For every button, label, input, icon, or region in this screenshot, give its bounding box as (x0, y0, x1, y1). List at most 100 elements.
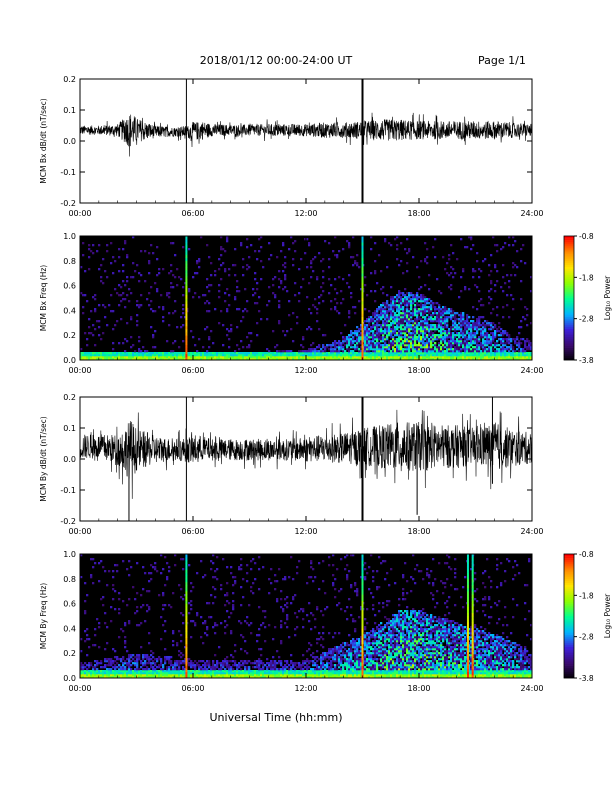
spectrogram-cell (394, 304, 397, 307)
spectrogram-cell (416, 338, 419, 341)
spectrogram-cell (314, 656, 317, 659)
spectrogram-cell (468, 338, 471, 341)
spectrogram-cell (508, 350, 511, 353)
spectrogram-cell (206, 310, 209, 313)
spectrogram-cell (118, 352, 121, 355)
spectrogram-cell (454, 324, 457, 327)
spectrogram-cell (158, 670, 161, 673)
spectrogram-cell (494, 330, 497, 333)
spectrogram-cell (144, 572, 147, 575)
spectrogram-cell (198, 664, 201, 667)
spectrogram-cell (386, 294, 389, 297)
spectrogram-cell (358, 336, 361, 339)
spectrogram-cell (84, 630, 87, 633)
spectrogram-cell (420, 330, 423, 333)
spectrogram-cell (460, 342, 463, 345)
spectrogram-cell (516, 250, 519, 253)
spectrogram-cell (120, 658, 123, 661)
spectrogram-cell (318, 352, 321, 355)
spectrogram-cell (172, 670, 175, 673)
spectrogram-cell (324, 672, 327, 675)
spectrogram-cell (150, 572, 153, 575)
spectrogram-cell (330, 668, 333, 671)
spectrogram-cell (162, 316, 165, 319)
spectrogram-cell (386, 346, 389, 349)
spectrogram-cell (328, 666, 331, 669)
spectrogram-cell (234, 662, 237, 665)
spectrogram-cell (244, 670, 247, 673)
spectrogram-cell (220, 248, 223, 251)
spectrogram-cell (152, 656, 155, 659)
spectrogram-cell (280, 660, 283, 663)
spectrogram-cell (466, 338, 469, 341)
spectrogram-cell (442, 356, 445, 359)
spectrogram-cell (422, 354, 425, 357)
spectrogram-cell (324, 668, 327, 671)
spectrogram-cell (382, 314, 385, 317)
spectrogram-cell (460, 332, 463, 335)
spectrogram-cell (376, 346, 379, 349)
spectrogram-cell (190, 674, 193, 677)
spectrogram-cell (260, 660, 263, 663)
spectrogram-cell (424, 356, 427, 359)
spectrogram-cell (372, 354, 375, 357)
spectrogram-cell (258, 676, 261, 679)
spectrogram-cell (448, 254, 451, 257)
spectrogram-cell (302, 338, 305, 341)
spectrogram-cell (174, 664, 177, 667)
spectrogram-cell (384, 318, 387, 321)
spectrogram-cell (130, 668, 133, 671)
spectrogram-cell (478, 346, 481, 349)
spectrogram-cell (284, 676, 287, 679)
spectrogram-cell (250, 358, 253, 361)
spectrogram-cell (148, 272, 151, 275)
spectrogram-cell (326, 664, 329, 667)
x-tick-label: 00:00 (68, 366, 91, 375)
spectrogram-cell (336, 358, 339, 361)
spectrogram-cell (240, 634, 243, 637)
spectrogram-cell (488, 340, 491, 343)
spectrogram-cell (380, 340, 383, 343)
spectrogram-cell (98, 320, 101, 323)
spectrogram-cell (392, 348, 395, 351)
spectrogram-cell (286, 614, 289, 617)
spectrogram-cell (418, 310, 421, 313)
spectrogram-cell (108, 668, 111, 671)
spectrogram-cell (306, 668, 309, 671)
spectrogram-cell (222, 354, 225, 357)
spectrogram-cell (130, 354, 133, 357)
spectrogram-cell (520, 348, 523, 351)
spectrogram-cell (438, 338, 441, 341)
spectrogram-cell (324, 656, 327, 659)
spectrogram-cell (530, 346, 533, 349)
spectrogram-cell (456, 318, 459, 321)
spectrogram-cell (498, 358, 501, 361)
spectrogram-cell (268, 354, 271, 357)
spectrogram-cell (284, 334, 287, 337)
spectrogram-cell (450, 348, 453, 351)
spectrogram-cell (200, 668, 203, 671)
spectrogram-cell (308, 356, 311, 359)
spectrogram-cell (384, 326, 387, 329)
spectrogram-cell (112, 570, 115, 573)
spectrogram-cell (164, 620, 167, 623)
spectrogram-cell (136, 352, 139, 355)
spectrogram-cell (418, 332, 421, 335)
spectrogram-cell (162, 568, 165, 571)
spectrogram-cell (370, 326, 373, 329)
spectrogram-cell (340, 352, 343, 355)
spectrogram-cell (484, 326, 487, 329)
spectrogram-cell (282, 672, 285, 675)
spectrogram-cell (288, 314, 291, 317)
spectrogram-cell (126, 676, 129, 679)
spectrogram-cell (368, 334, 371, 337)
spectrogram-cell (370, 358, 373, 361)
colorbar-segment (564, 242, 574, 245)
spectrogram-cell (446, 330, 449, 333)
spectrogram-cell (302, 676, 305, 679)
spectrogram-cell (204, 672, 207, 675)
spectrogram-cell (502, 338, 505, 341)
spectrogram-cell (468, 236, 471, 239)
spectrogram-cell (510, 338, 513, 341)
spectrogram-cell (204, 622, 207, 625)
